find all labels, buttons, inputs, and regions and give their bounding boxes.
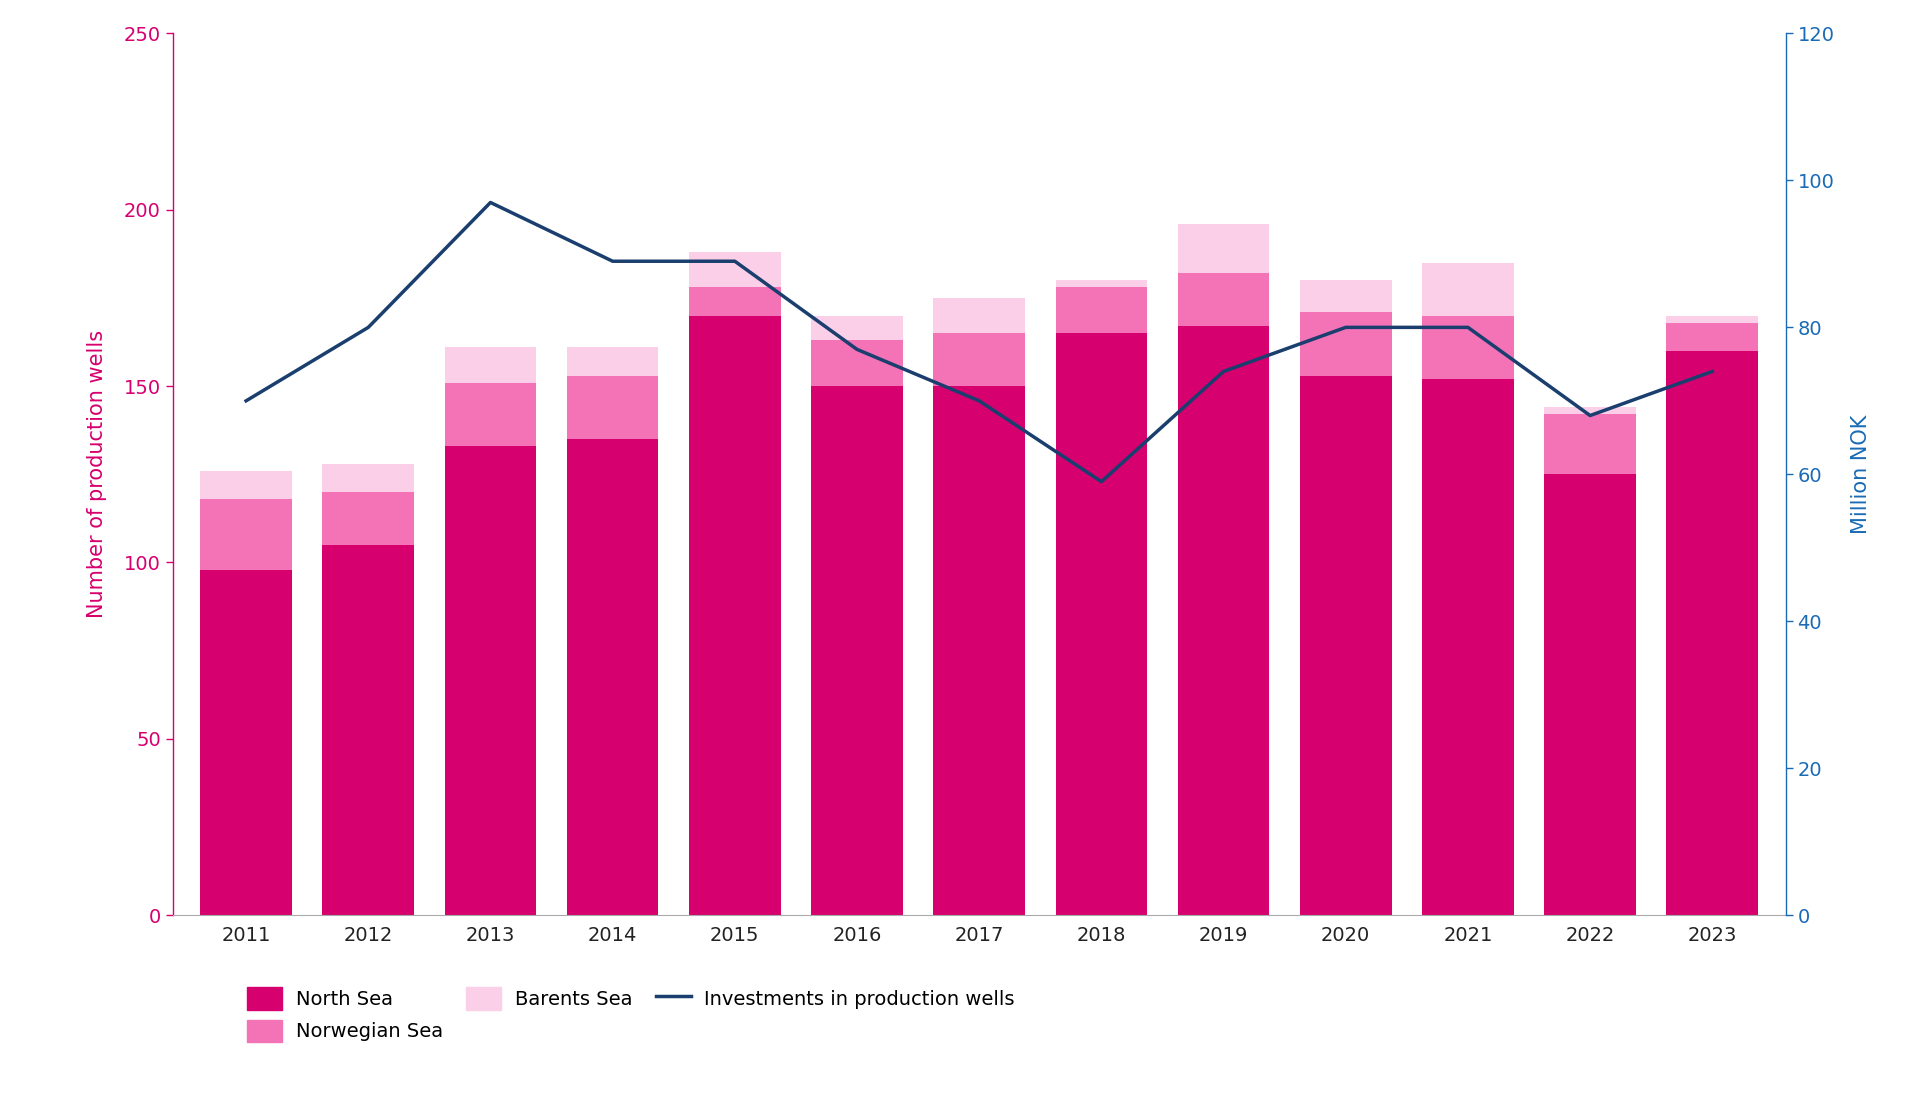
Bar bbox=[1423, 316, 1513, 379]
Bar bbox=[445, 446, 536, 915]
Bar bbox=[1056, 280, 1148, 288]
Bar bbox=[1667, 323, 1759, 350]
Bar bbox=[1300, 280, 1392, 312]
Bar bbox=[933, 386, 1025, 915]
Bar bbox=[933, 334, 1025, 386]
Bar bbox=[566, 376, 659, 439]
Y-axis label: Number of production wells: Number of production wells bbox=[86, 330, 108, 618]
Bar bbox=[1544, 407, 1636, 414]
Bar bbox=[323, 492, 415, 545]
Bar bbox=[1544, 474, 1636, 915]
Bar bbox=[812, 316, 902, 340]
Bar bbox=[323, 545, 415, 915]
Bar bbox=[445, 347, 536, 383]
Bar bbox=[1423, 379, 1513, 915]
Bar bbox=[1423, 262, 1513, 316]
Bar bbox=[566, 439, 659, 915]
Legend: North Sea, Norwegian Sea, Barents Sea, Investments in production wells: North Sea, Norwegian Sea, Barents Sea, I… bbox=[248, 988, 1014, 1042]
Bar bbox=[1544, 414, 1636, 474]
Bar bbox=[1177, 326, 1269, 915]
Bar bbox=[1177, 224, 1269, 273]
Bar bbox=[1056, 288, 1148, 334]
Bar bbox=[445, 383, 536, 446]
Bar bbox=[323, 464, 415, 492]
Bar bbox=[1667, 316, 1759, 323]
Bar bbox=[566, 347, 659, 376]
Bar bbox=[200, 499, 292, 569]
Bar bbox=[689, 288, 781, 316]
Bar bbox=[1300, 376, 1392, 915]
Bar bbox=[689, 316, 781, 915]
Bar bbox=[1056, 334, 1148, 915]
Bar bbox=[689, 252, 781, 288]
Bar bbox=[812, 386, 902, 915]
Y-axis label: Million NOK: Million NOK bbox=[1851, 415, 1872, 533]
Bar bbox=[1300, 312, 1392, 376]
Bar bbox=[1177, 273, 1269, 326]
Bar bbox=[933, 298, 1025, 334]
Bar bbox=[200, 569, 292, 915]
Bar bbox=[1667, 350, 1759, 915]
Bar bbox=[200, 471, 292, 499]
Bar bbox=[812, 340, 902, 386]
